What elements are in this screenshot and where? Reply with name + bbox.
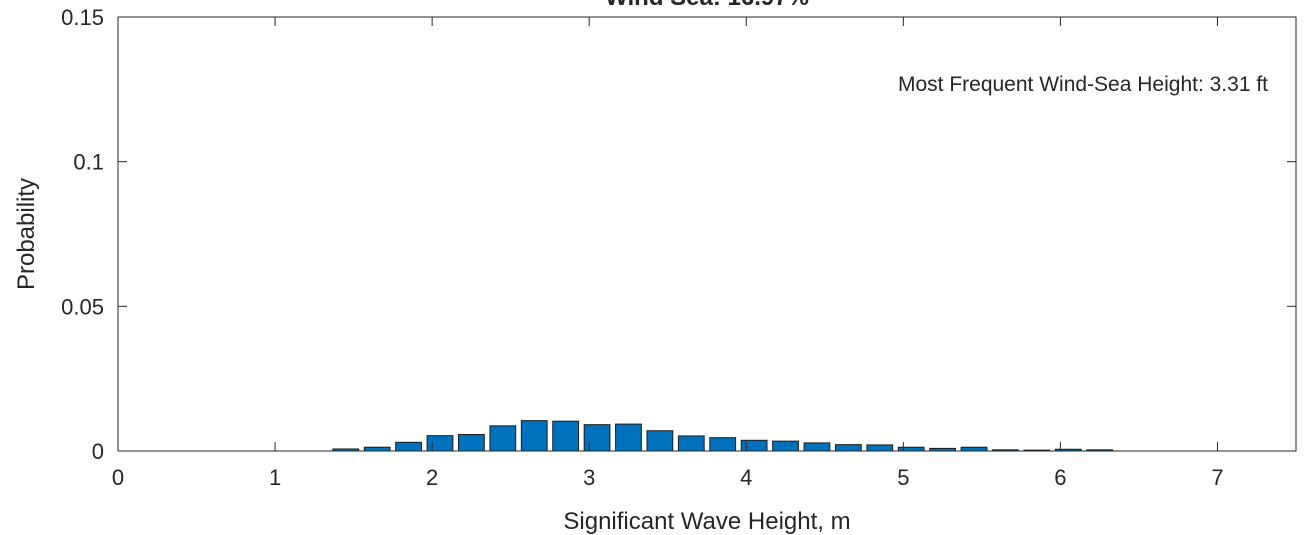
y-ticks: 0 0.05 0.1 0.15 <box>61 5 1296 464</box>
y-tick-label: 0.1 <box>73 150 104 175</box>
bar <box>615 423 642 452</box>
bar <box>677 435 705 452</box>
x-ticks: 0 1 2 3 4 5 6 7 <box>112 17 1224 490</box>
y-tick-label: 0 <box>92 439 104 464</box>
bar <box>740 439 768 452</box>
chart-title: Wind Sea: 16.97% <box>605 0 809 11</box>
bars-group <box>332 420 1114 452</box>
bar <box>646 430 674 452</box>
bar <box>426 435 454 452</box>
bar <box>552 420 580 452</box>
bar <box>803 442 831 452</box>
x-tick-label: 2 <box>426 465 438 490</box>
x-tick-label: 1 <box>269 465 281 490</box>
x-tick-label: 0 <box>112 465 124 490</box>
bar <box>897 446 925 452</box>
x-tick-label: 7 <box>1211 465 1223 490</box>
bar <box>834 444 862 452</box>
bar <box>866 444 894 452</box>
bar <box>489 425 517 452</box>
x-tick-label: 5 <box>897 465 909 490</box>
bar <box>960 446 988 452</box>
x-tick-label: 4 <box>740 465 752 490</box>
y-tick-label: 0.15 <box>61 5 104 30</box>
bar <box>395 441 422 452</box>
bar <box>583 424 611 452</box>
bar <box>772 440 799 452</box>
bar <box>709 437 737 452</box>
y-axis-label: Probability <box>13 178 40 290</box>
x-tick-label: 3 <box>583 465 595 490</box>
x-axis-label: Significant Wave Height, m <box>563 508 850 535</box>
bar <box>363 446 391 452</box>
mode-annotation: Most Frequent Wind-Sea Height: 3.31 ft <box>898 73 1268 96</box>
axes-box <box>117 16 1297 452</box>
x-tick-label: 6 <box>1054 465 1066 490</box>
bar <box>520 420 548 452</box>
y-tick-label: 0.05 <box>61 294 104 319</box>
bar <box>458 434 485 452</box>
